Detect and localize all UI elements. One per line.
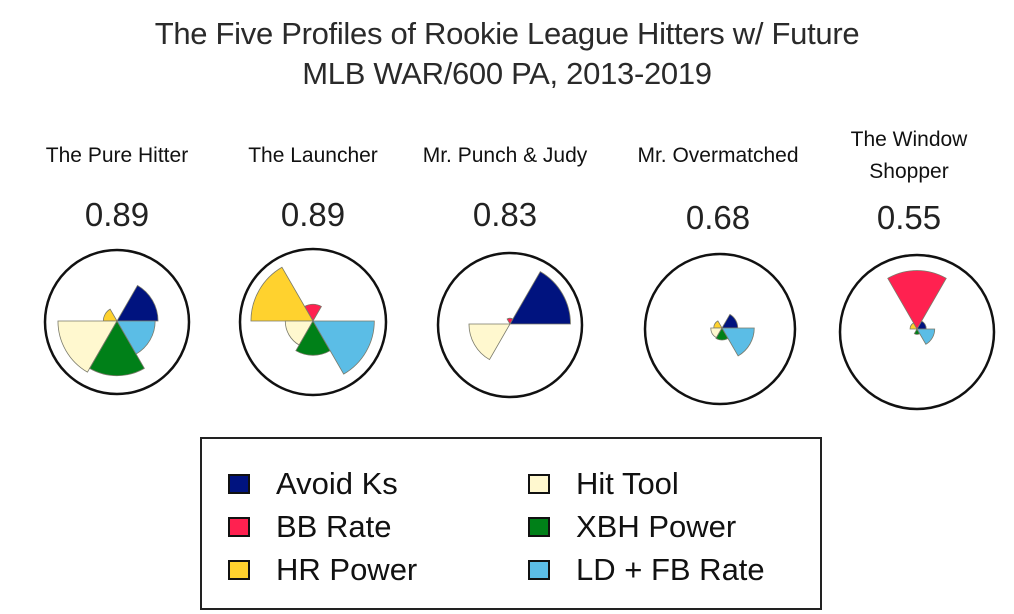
wedge-ld-fb-rate <box>116 320 156 355</box>
legend-swatch-hit-tool <box>528 474 550 494</box>
profile-value: 0.83 <box>472 196 538 233</box>
legend-label: BB Rate <box>276 509 392 544</box>
profile-name-line2: Shopper <box>869 160 949 183</box>
chart-outer-circle <box>643 252 797 406</box>
wedge-ld-fb-rate <box>312 320 375 375</box>
legend-swatch-xbh-power <box>528 517 550 537</box>
wedge-hr-power <box>909 322 918 330</box>
chart-title-line2: MLB WAR/600 PA, 2013-2019 <box>302 56 712 91</box>
profile-value: 0.89 <box>280 196 346 233</box>
profile-value: 0.68 <box>685 199 751 236</box>
legend-item-ld-fb-rate: LD + FB Rate <box>528 550 765 590</box>
polar-chart-1 <box>43 248 191 396</box>
legend-label: LD + FB Rate <box>576 552 765 587</box>
polar-chart-2 <box>238 247 388 397</box>
wedge-hit-tool <box>468 323 511 361</box>
profile-name: The Pure Hitter <box>45 144 189 167</box>
legend-label: Hit Tool <box>576 466 679 501</box>
wedge-hr-power <box>713 320 723 329</box>
profile-name: The Launcher <box>248 144 378 167</box>
legend-swatch-ld-fb-rate <box>528 560 550 580</box>
legend-item-hr-power: HR Power <box>228 550 417 590</box>
legend-swatch-bb-rate <box>228 517 250 537</box>
legend-swatch-hr-power <box>228 560 250 580</box>
polar-chart-3 <box>436 251 584 399</box>
wedge-ld-fb-rate <box>721 327 755 357</box>
profile-name-line1: The Window <box>850 128 968 151</box>
legend: Avoid Ks BB Rate HR Power Hit Tool XBH P… <box>200 437 822 610</box>
wedge-avoid-ks <box>509 271 571 325</box>
profile-name: Mr. Punch & Judy <box>422 144 588 167</box>
wedge-hr-power <box>102 308 118 322</box>
profile-name: Mr. Overmatched <box>637 144 799 167</box>
chart-outer-circle <box>238 247 388 397</box>
profile-value: 0.89 <box>84 196 150 233</box>
wedge-hit-tool <box>57 320 118 373</box>
legend-swatch-avoid-ks <box>228 474 250 494</box>
legend-item-hit-tool: Hit Tool <box>528 464 679 504</box>
chart-outer-circle <box>436 251 584 399</box>
profile-value: 0.55 <box>876 199 942 236</box>
wedge-hr-power <box>250 266 314 322</box>
legend-label: HR Power <box>276 552 418 587</box>
wedge-ld-fb-rate <box>916 328 936 345</box>
legend-item-bb-rate: BB Rate <box>228 507 391 547</box>
wedge-bb-rate <box>506 317 514 325</box>
polar-chart-4 <box>643 252 797 406</box>
chart-outer-circle <box>43 248 191 396</box>
polar-chart-5 <box>838 253 996 411</box>
chart-title-line1: The Five Profiles of Rookie League Hitte… <box>154 16 860 51</box>
legend-item-avoid-ks: Avoid Ks <box>228 464 398 504</box>
chart-title: The Five Profiles of Rookie League Hitte… <box>0 14 1014 94</box>
wedge-avoid-ks <box>116 284 159 322</box>
legend-label: Avoid Ks <box>276 466 398 501</box>
legend-label: XBH Power <box>576 509 737 544</box>
chart-outer-circle <box>838 253 996 411</box>
wedge-xbh-power <box>89 320 145 377</box>
wedge-avoid-ks <box>721 313 739 329</box>
legend-item-xbh-power: XBH Power <box>528 507 736 547</box>
wedge-bb-rate <box>887 270 947 330</box>
